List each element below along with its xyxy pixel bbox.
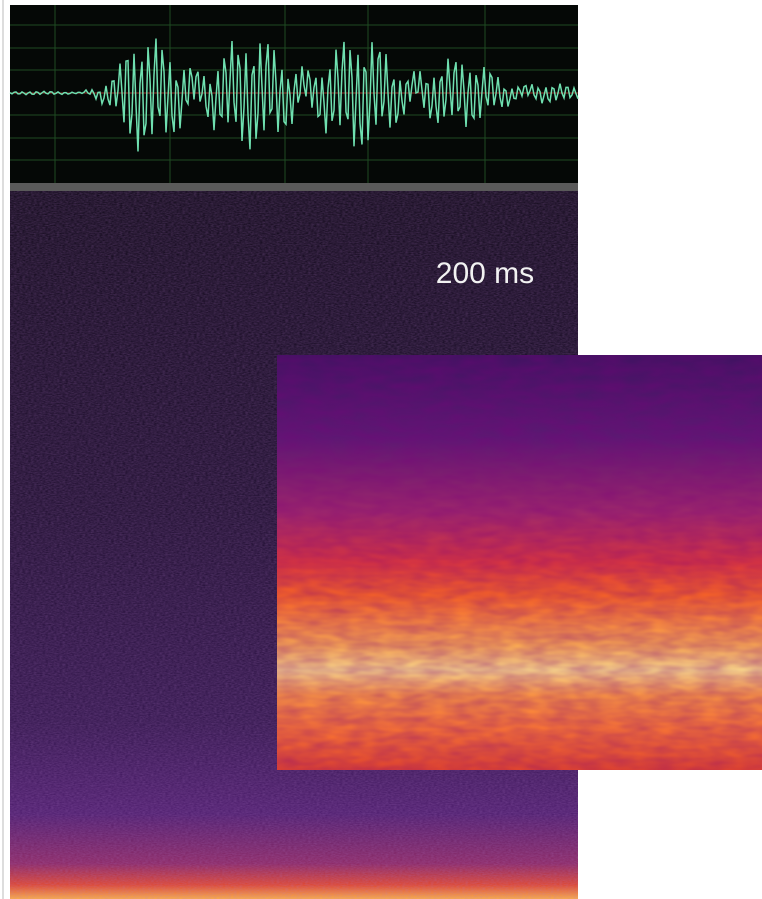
inset-texture [277, 355, 762, 770]
page: 200 ms (() => { const data = JSON.parse(… [0, 0, 762, 899]
figure: 200 ms [0, 0, 762, 899]
duration-label: 200 ms [436, 257, 534, 290]
waveform-scrollbar [10, 183, 578, 191]
